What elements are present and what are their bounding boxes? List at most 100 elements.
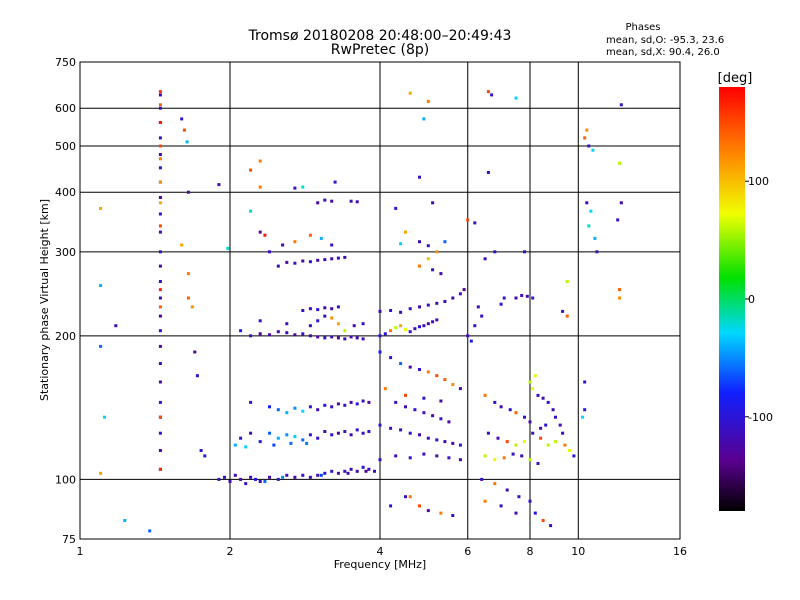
colorbar-ticks: 100 0 -100 <box>745 175 773 424</box>
data-point <box>589 209 593 213</box>
data-point <box>293 333 297 337</box>
data-point <box>431 414 435 418</box>
data-point <box>389 504 393 508</box>
data-point <box>531 431 535 435</box>
data-point <box>399 310 403 314</box>
data-point <box>619 201 623 205</box>
data-point <box>99 344 103 348</box>
data-point <box>308 324 312 328</box>
data-point <box>389 356 393 360</box>
data-point <box>336 305 340 309</box>
data-point <box>367 467 371 471</box>
colorbar-tick-label: -100 <box>748 411 773 424</box>
data-point <box>276 408 280 412</box>
data-point <box>158 362 162 365</box>
data-point <box>394 400 398 404</box>
phase-info-heading: Phases <box>625 22 660 33</box>
data-point <box>316 319 320 323</box>
data-point <box>99 206 103 210</box>
data-point <box>103 415 106 419</box>
data-point <box>383 387 387 391</box>
data-point <box>244 445 248 449</box>
data-point <box>536 462 540 465</box>
colorbar <box>719 87 745 511</box>
data-point <box>422 324 426 328</box>
data-point <box>523 250 526 254</box>
data-point <box>308 334 312 338</box>
data-point <box>272 443 276 447</box>
data-point <box>281 243 285 247</box>
data-point <box>528 380 532 384</box>
data-point <box>158 201 162 205</box>
data-point <box>514 96 518 100</box>
data-point <box>404 230 407 234</box>
data-point <box>422 117 426 121</box>
data-point <box>301 259 305 263</box>
data-point <box>394 454 398 458</box>
data-point <box>308 475 312 479</box>
data-point <box>378 458 382 462</box>
data-point <box>158 344 162 348</box>
data-point <box>508 408 512 412</box>
data-point <box>203 454 207 458</box>
data-point <box>330 257 334 261</box>
data-point <box>158 180 162 184</box>
data-point <box>223 475 226 479</box>
colorbar-tick-label: 100 <box>748 175 769 188</box>
data-point <box>293 261 297 265</box>
data-point <box>258 230 262 234</box>
y-axis-label: Stationary phase Virtual Height [km] <box>38 199 51 401</box>
data-point <box>493 482 497 486</box>
data-point <box>276 477 280 481</box>
data-point <box>618 296 621 300</box>
data-point <box>323 306 327 310</box>
data-point <box>413 327 417 331</box>
data-point <box>413 408 417 412</box>
data-point <box>308 405 312 409</box>
data-point <box>499 504 503 508</box>
data-point <box>186 190 190 194</box>
data-point <box>426 244 430 248</box>
data-point <box>378 350 382 354</box>
data-point <box>349 199 353 203</box>
data-point <box>343 337 347 341</box>
data-point <box>301 309 305 312</box>
data-point <box>585 128 589 132</box>
data-point <box>244 482 248 486</box>
data-point <box>233 473 237 477</box>
data-point <box>404 393 407 397</box>
data-point <box>99 471 103 475</box>
data-point <box>514 296 518 300</box>
data-point <box>355 200 359 204</box>
data-point <box>458 458 462 462</box>
data-point <box>378 423 382 427</box>
data-point <box>186 296 190 300</box>
data-point <box>361 465 365 469</box>
data-point <box>486 431 490 435</box>
data-point <box>316 408 320 412</box>
data-point <box>499 405 503 409</box>
data-point <box>493 458 497 462</box>
data-point <box>276 264 280 268</box>
data-point <box>418 305 421 309</box>
data-point <box>158 280 162 283</box>
data-point <box>239 436 243 440</box>
data-point <box>193 350 197 354</box>
data-point <box>158 314 162 318</box>
data-point <box>486 90 490 94</box>
data-point <box>308 307 312 311</box>
data-point <box>330 199 334 203</box>
data-point <box>249 334 253 338</box>
y-tick-label: 500 <box>55 140 76 153</box>
data-point <box>349 335 353 339</box>
data-point <box>373 469 376 473</box>
x-tick-label: 1 <box>77 545 84 558</box>
data-point <box>268 405 271 409</box>
data-point <box>451 514 455 517</box>
data-point <box>158 400 162 404</box>
data-point <box>258 159 262 163</box>
data-point <box>158 329 162 333</box>
data-point <box>618 161 621 165</box>
y-tick-label: 750 <box>55 56 76 69</box>
colorbar-tick-label: 0 <box>748 293 755 306</box>
